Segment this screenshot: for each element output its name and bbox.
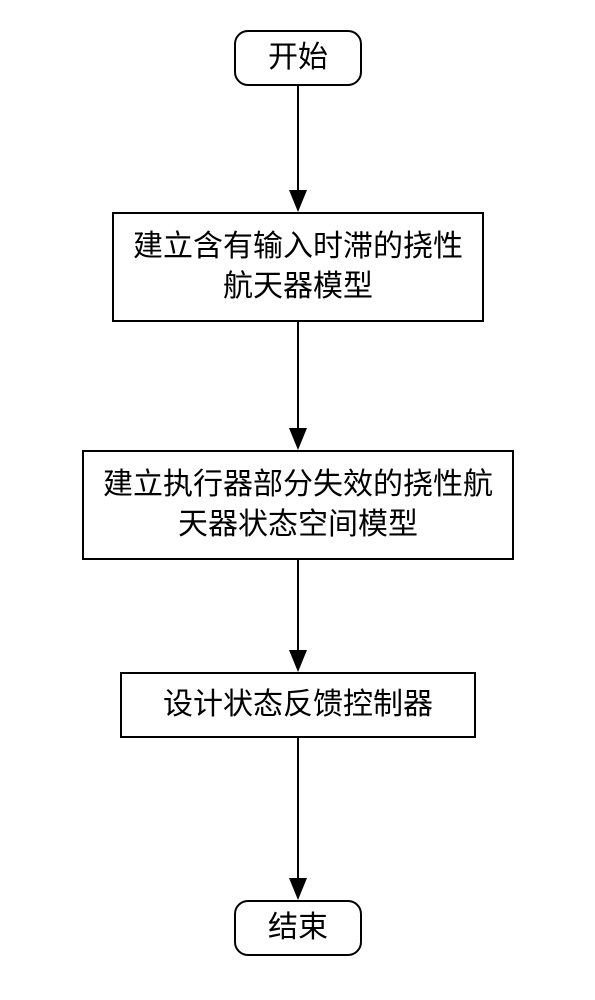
start-label: 开始 (268, 38, 328, 79)
step1-label: 建立含有输入时滞的挠性航天器模型 (126, 227, 470, 308)
arrow-start-step1 (280, 86, 316, 212)
end-node: 结束 (234, 900, 362, 956)
arrow-step3-end (280, 738, 316, 900)
step2-label: 建立执行器部分失效的挠性航天器状态空间模型 (96, 465, 500, 546)
end-label: 结束 (268, 908, 328, 949)
step1-node: 建立含有输入时滞的挠性航天器模型 (112, 212, 484, 322)
step3-node: 设计状态反馈控制器 (120, 672, 476, 738)
start-node: 开始 (234, 30, 362, 86)
arrow-step1-step2 (280, 322, 316, 450)
step3-label: 设计状态反馈控制器 (163, 685, 433, 726)
arrow-step2-step3 (280, 560, 316, 672)
step2-node: 建立执行器部分失效的挠性航天器状态空间模型 (82, 450, 514, 560)
flowchart-canvas: 开始 建立含有输入时滞的挠性航天器模型 建立执行器部分失效的挠性航天器状态空间模… (0, 0, 595, 1000)
